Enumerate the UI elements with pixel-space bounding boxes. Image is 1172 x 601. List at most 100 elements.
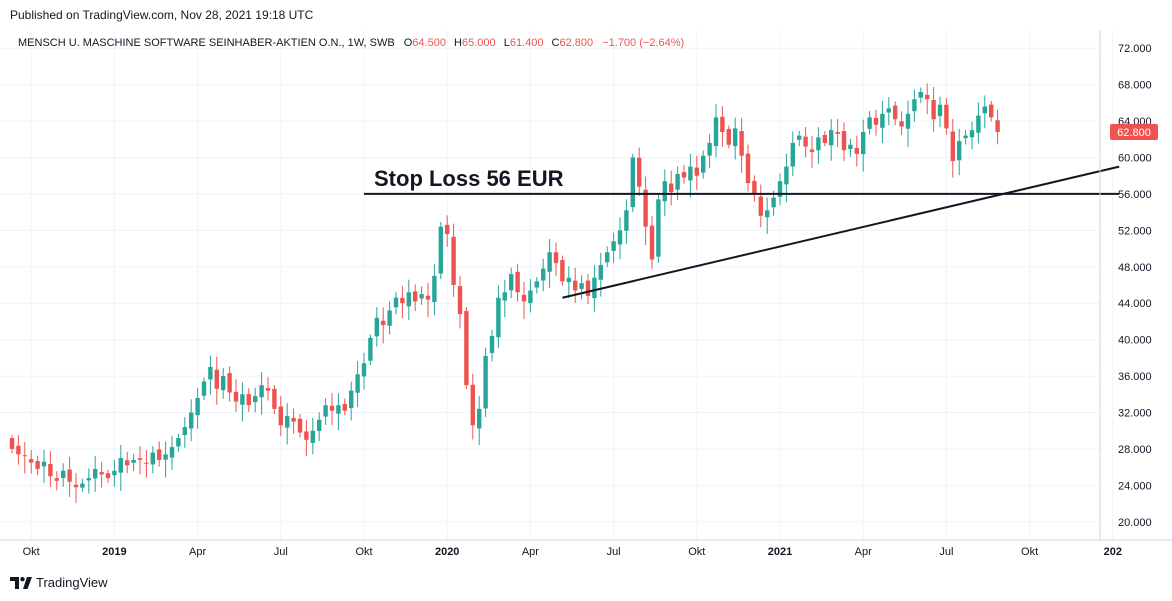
- candle-body: [931, 99, 936, 120]
- candle-body: [912, 99, 917, 112]
- candle-body: [496, 297, 501, 338]
- ohlc-h-value: 65.000: [462, 37, 496, 49]
- candle-body: [681, 172, 687, 178]
- x-tick-label: Okt: [688, 546, 705, 558]
- footer-brand[interactable]: TradingView: [10, 575, 108, 590]
- candle-body: [349, 390, 354, 408]
- candle-body: [163, 454, 168, 460]
- candle-body: [784, 166, 789, 185]
- price-axis[interactable]: 72.00068.00064.00060.00056.00052.00048.0…: [1110, 43, 1158, 529]
- footer-brand-label: TradingView: [36, 575, 108, 590]
- ohlc-c-key: C: [552, 37, 560, 49]
- y-tick-label: 28.000: [1118, 444, 1152, 456]
- y-tick-label: 32.000: [1118, 408, 1152, 420]
- candle-body: [137, 458, 143, 460]
- candle-body: [809, 149, 815, 153]
- candle-body: [406, 292, 411, 307]
- candle-body: [541, 268, 546, 281]
- candle-body: [534, 281, 539, 288]
- candle-body: [125, 460, 130, 466]
- candle-body: [707, 142, 712, 156]
- candle-body: [342, 403, 347, 411]
- ohlc-h-key: H: [454, 37, 462, 49]
- candle-body: [22, 455, 27, 457]
- candle-body: [157, 449, 162, 460]
- candle-body: [803, 136, 808, 147]
- candle-body: [93, 468, 98, 479]
- candle-body: [752, 180, 757, 194]
- candle-body: [733, 128, 738, 147]
- candle-body: [566, 277, 571, 283]
- candle-body: [950, 131, 955, 162]
- candle-body: [560, 259, 565, 282]
- candle-body: [323, 405, 328, 417]
- candle-body: [489, 336, 495, 353]
- candle-body: [720, 116, 725, 132]
- time-axis[interactable]: Okt 2019 Apr Jul Okt 2020 Apr Jul Okt 2021 Apr Jul O…: [23, 546, 1122, 558]
- candle-body: [880, 113, 885, 128]
- y-tick-label: 72.000: [1118, 43, 1152, 55]
- candle-body: [169, 447, 175, 458]
- candle-body: [201, 381, 207, 396]
- candle-body: [976, 115, 981, 133]
- candle-body: [336, 405, 341, 414]
- candle-body: [995, 120, 1000, 132]
- candle-body: [240, 394, 245, 405]
- candle-body: [144, 462, 149, 464]
- x-tick-label: Jul: [939, 546, 953, 558]
- candle-body: [387, 310, 392, 326]
- annotations: Stop Loss 56 EUR: [364, 165, 1120, 299]
- candle-body: [189, 412, 194, 429]
- x-tick-label: Apr: [522, 546, 539, 558]
- candle-body: [515, 271, 520, 293]
- candle-body: [470, 384, 475, 426]
- candle-body: [528, 290, 533, 304]
- candle-body: [413, 291, 418, 302]
- stop-loss-label: Stop Loss 56 EUR: [374, 166, 564, 191]
- candle-body: [502, 292, 507, 301]
- candle-body: [790, 142, 795, 167]
- candle-body: [67, 469, 72, 482]
- candle-body: [662, 181, 667, 202]
- y-tick-label: 60.000: [1118, 153, 1152, 165]
- tradingview-logo-icon: [10, 576, 32, 589]
- y-tick-label: 56.000: [1118, 189, 1152, 201]
- candle-body: [873, 117, 879, 125]
- candle-body: [886, 108, 891, 113]
- candle-body: [944, 104, 949, 129]
- candle-body: [771, 197, 776, 208]
- candle-body: [553, 252, 559, 264]
- candle-body: [48, 463, 53, 477]
- candle-body: [368, 337, 373, 361]
- y-tick-label: 40.000: [1118, 335, 1152, 347]
- candle-body: [253, 396, 258, 403]
- x-tick-label: 202: [1104, 546, 1122, 558]
- candle-body: [797, 135, 802, 140]
- symbol-line: MENSCH U. MASCHINE SOFTWARE SEINHABER-AK…: [18, 37, 395, 49]
- candle-body: [624, 210, 629, 231]
- candle-body: [246, 394, 251, 406]
- candle-body: [605, 252, 610, 263]
- change-value: −1.700 (−2.64%): [602, 37, 684, 49]
- candle-body: [233, 391, 239, 402]
- candle-body: [310, 430, 315, 443]
- candle-body: [285, 416, 290, 428]
- candle-body: [16, 445, 21, 455]
- candle-body: [841, 130, 847, 151]
- candle-body: [835, 132, 840, 134]
- candle-body: [675, 173, 680, 190]
- y-tick-label: 36.000: [1118, 371, 1152, 383]
- candle-body: [867, 117, 872, 129]
- candle-body: [509, 274, 514, 291]
- last-price-label: 62.800: [1117, 127, 1151, 139]
- candle-body: [29, 459, 34, 463]
- candle-body: [438, 226, 443, 274]
- candle-body: [573, 280, 578, 291]
- candle-body: [259, 385, 264, 398]
- candle-body: [451, 236, 456, 285]
- candle-body: [656, 199, 661, 257]
- y-tick-label: 52.000: [1118, 225, 1152, 237]
- y-tick-label: 24.000: [1118, 480, 1152, 492]
- candle-body: [649, 225, 655, 260]
